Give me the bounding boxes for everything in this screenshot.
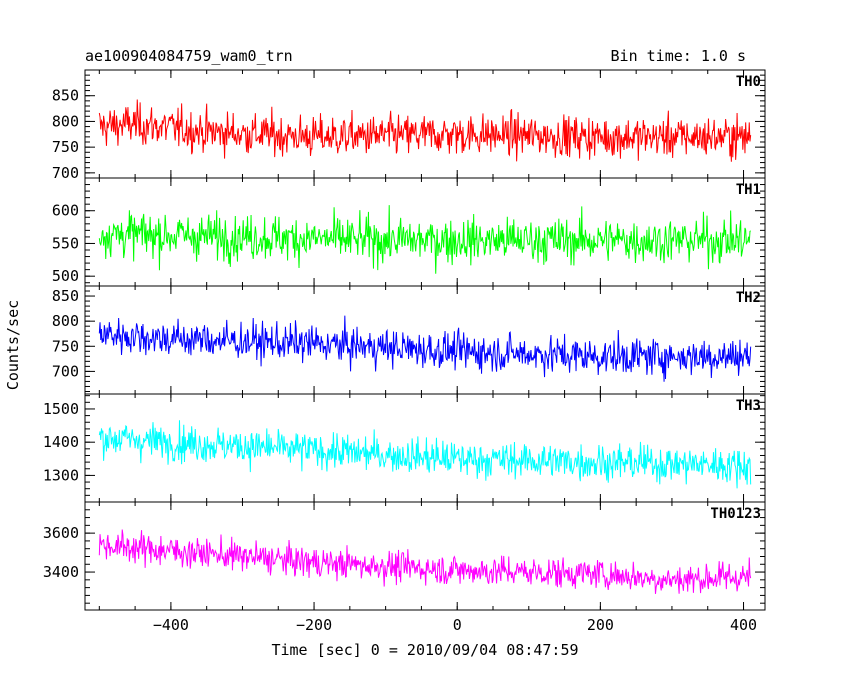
- y-tick-label: 800: [52, 112, 79, 130]
- series-line-th0123: [98, 529, 752, 594]
- y-tick-label: 850: [52, 87, 79, 105]
- y-tick-label: 750: [52, 337, 79, 355]
- panel-label-th1: TH1: [736, 182, 761, 198]
- bin-time-label: Bin time: 1.0 s: [611, 47, 746, 65]
- y-tick-label: 750: [52, 138, 79, 156]
- panel-frame: [84, 501, 766, 611]
- y-tick-label: 800: [52, 312, 79, 330]
- x-tick-label: 0: [453, 616, 462, 634]
- y-tick-label: 700: [52, 164, 79, 182]
- x-axis-label: Time [sec] 0 = 2010/09/04 08:47:59: [271, 641, 578, 659]
- y-tick-label: 1300: [43, 466, 79, 484]
- panel-label-th0123: TH0123: [710, 506, 761, 522]
- x-tick-label: −200: [296, 616, 332, 634]
- series-line-th1: [98, 205, 751, 274]
- chart-title: ae100904084759_wam0_trn: [85, 47, 293, 65]
- panel-th1: 500 550 600 TH1: [52, 177, 766, 287]
- panel-th2: 700 750 800 850 TH2: [52, 285, 766, 395]
- panels-group: 700 750 800 850 TH0 500 550 600 TH1 700 750 800 850 T…: [43, 69, 766, 611]
- panel-th0123: 3400 3600 TH0123: [43, 501, 766, 611]
- panel-th0: 700 750 800 850 TH0: [52, 69, 766, 182]
- panel-label-th2: TH2: [736, 290, 761, 306]
- series-line-th3: [98, 420, 752, 489]
- x-tick-label: 400: [730, 616, 757, 634]
- y-tick-label: 500: [52, 267, 79, 285]
- series-line-th2: [98, 315, 752, 382]
- y-tick-label: 700: [52, 362, 79, 380]
- panel-label-th0: TH0: [736, 74, 761, 90]
- y-tick-label: 3400: [43, 563, 79, 581]
- y-tick-label: 1500: [43, 400, 79, 418]
- y-tick-label: 3600: [43, 524, 79, 542]
- x-tick-label: 200: [587, 616, 614, 634]
- y-tick-label: 850: [52, 287, 79, 305]
- y-tick-label: 600: [52, 202, 79, 220]
- x-tick-label: −400: [153, 616, 189, 634]
- x-axis: −400 −200 0 200 400: [153, 616, 757, 634]
- y-tick-label: 550: [52, 234, 79, 252]
- panel-th3: 1300 1400 1500 TH3: [43, 393, 766, 503]
- series-line-th0: [98, 99, 752, 162]
- panel-label-th3: TH3: [736, 398, 761, 414]
- y-axis-label: Counts/sec: [4, 300, 22, 390]
- y-tick-label: 1400: [43, 433, 79, 451]
